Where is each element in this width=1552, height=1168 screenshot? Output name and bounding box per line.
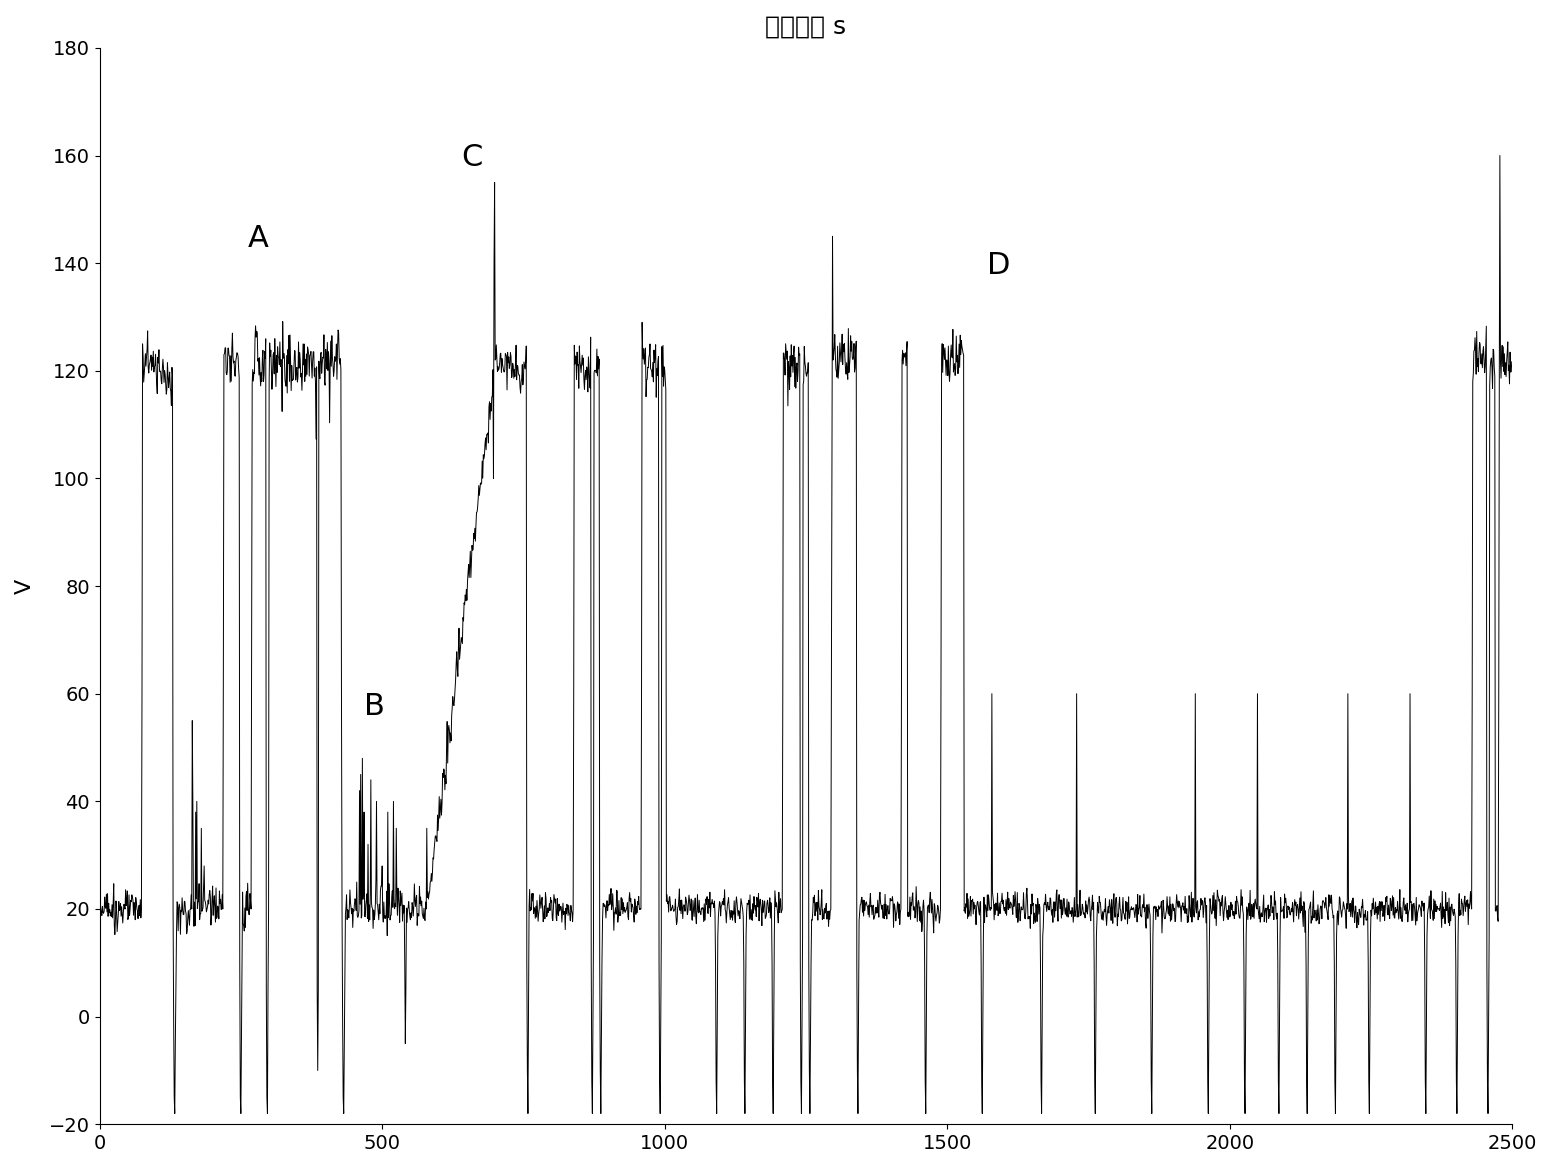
Text: A: A bbox=[248, 224, 268, 253]
Text: D: D bbox=[987, 251, 1010, 280]
Text: C: C bbox=[461, 144, 483, 173]
Text: B: B bbox=[365, 693, 385, 722]
Y-axis label: V: V bbox=[16, 578, 36, 593]
Title: 原始信号 s: 原始信号 s bbox=[765, 15, 846, 39]
